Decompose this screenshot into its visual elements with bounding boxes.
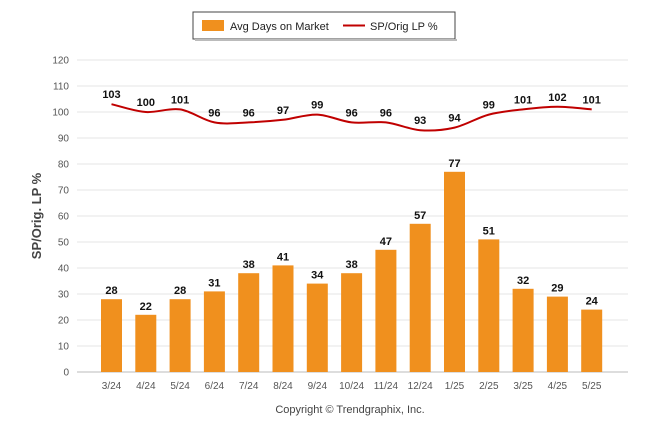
legend-shadow (195, 39, 457, 41)
y-tick-label: 80 (58, 160, 70, 171)
bar-labels: 28 22 28 31 38 41 34 38 47 57 77 51 32 29 24 (105, 158, 598, 313)
line-labels: 103 100 101 96 96 97 99 96 96 93 94 99 101 102 101 (102, 89, 601, 127)
x-tick-label: 9/24 (308, 381, 328, 392)
legend-bar-swatch (202, 20, 224, 31)
x-tick-label: 7/24 (239, 381, 259, 392)
bar (375, 249, 397, 372)
x-tick-label: 1/25 (445, 381, 465, 392)
line-sp-orig-lp (111, 103, 592, 132)
bar-data-label: 34 (311, 270, 324, 282)
bar-data-label: 57 (414, 210, 426, 222)
y-tick-label: 70 (58, 186, 70, 197)
y-tick-label: 100 (52, 108, 69, 119)
line-series (111, 103, 592, 132)
bar-data-label: 51 (483, 225, 495, 237)
line-data-label: 99 (311, 100, 323, 112)
bar-data-label: 47 (380, 236, 392, 248)
y-tick-label: 60 (58, 212, 70, 223)
x-tick-label: 3/24 (102, 381, 122, 392)
line-data-label: 97 (277, 105, 289, 117)
legend-box (192, 11, 456, 40)
bar (581, 309, 603, 372)
bar-data-label: 28 (105, 285, 117, 297)
bar-data-label: 38 (345, 259, 357, 271)
copyright: Copyright © Trendgraphix, Inc. (275, 404, 424, 416)
x-tick-label: 12/24 (408, 381, 433, 392)
bar-data-label: 22 (140, 301, 152, 313)
bar (341, 273, 363, 372)
bar-data-label: 24 (586, 296, 599, 308)
bar (444, 171, 465, 372)
bar (169, 299, 191, 372)
bar (203, 291, 225, 372)
bar-data-label: 41 (277, 251, 289, 263)
x-axis-ticks: 3/24 4/24 5/24 6/24 7/24 8/24 9/24 10/24 11/24 12… (102, 381, 602, 392)
x-tick-label: 5/24 (170, 381, 190, 392)
line-data-label: 101 (514, 94, 532, 106)
line-data-label: 101 (171, 94, 189, 106)
line-data-label: 96 (208, 107, 220, 119)
line-data-label: 101 (583, 94, 601, 106)
bar (101, 299, 122, 372)
bar (238, 273, 260, 372)
bar (478, 239, 500, 372)
y-tick-label: 40 (58, 264, 70, 275)
bar-data-label: 31 (208, 277, 220, 289)
line-data-label: 94 (448, 113, 461, 125)
line-data-label: 96 (345, 107, 357, 119)
bars (101, 171, 603, 372)
x-tick-label: 4/25 (548, 381, 568, 392)
bar (409, 223, 431, 372)
y-tick-label: 20 (58, 316, 70, 327)
gridlines (77, 59, 628, 373)
bar-data-label: 28 (174, 285, 186, 297)
line-data-label: 102 (548, 92, 566, 104)
x-tick-label: 11/24 (374, 381, 399, 392)
legend: Avg Days on Market SP/Orig LP % (192, 11, 457, 41)
bar-data-label: 29 (551, 283, 563, 295)
line-data-label: 103 (102, 89, 120, 101)
x-tick-label: 10/24 (339, 381, 364, 392)
y-tick-label: 30 (58, 290, 70, 301)
line-data-label: 96 (380, 107, 392, 119)
bar (306, 283, 328, 372)
bar-data-label: 32 (517, 275, 529, 287)
bar-data-label: 38 (243, 259, 255, 271)
x-tick-label: 4/24 (136, 381, 156, 392)
x-tick-label: 8/24 (273, 381, 293, 392)
y-tick-label: 110 (53, 82, 69, 93)
x-tick-label: 6/24 (205, 381, 225, 392)
y-tick-label: 90 (58, 134, 70, 145)
x-tick-label: 5/25 (582, 381, 602, 392)
bar-data-label: 77 (448, 158, 460, 170)
y-tick-label: 50 (58, 238, 70, 249)
y-tick-label: 10 (58, 342, 70, 353)
bar (272, 265, 294, 372)
bar (135, 314, 157, 372)
legend-bar-label: Avg Days on Market (230, 21, 329, 33)
x-tick-label: 3/25 (513, 381, 533, 392)
bar (512, 288, 534, 372)
y-tick-label: 120 (52, 56, 69, 67)
legend-line-label: SP/Orig LP % (370, 21, 438, 33)
y-axis-label: SP/Orig. LP % (29, 172, 44, 259)
line-data-label: 93 (414, 115, 426, 127)
x-tick-label: 2/25 (479, 381, 499, 392)
bar (546, 296, 568, 372)
line-data-label: 99 (483, 100, 495, 112)
line-data-label: 96 (243, 107, 255, 119)
line-data-label: 100 (137, 97, 155, 109)
y-tick-label: 0 (63, 368, 69, 379)
y-axis-ticks: 0 10 20 30 40 50 60 70 80 90 100 110 120 (52, 56, 69, 379)
